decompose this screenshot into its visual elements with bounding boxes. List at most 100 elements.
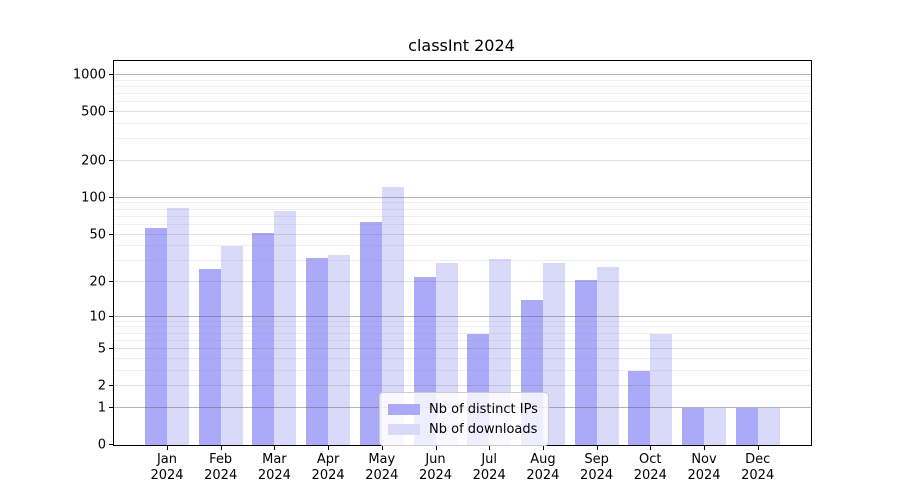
y-tick-mark — [109, 315, 113, 317]
x-tick-mark — [381, 446, 383, 450]
x-tick-label: Jul 2024 — [473, 452, 506, 484]
gridline — [114, 339, 811, 341]
y-tick-label: 200 — [81, 153, 106, 169]
x-tick-month: Apr — [316, 452, 340, 467]
gridline — [114, 93, 811, 95]
y-tick-mark — [109, 385, 113, 387]
gridline — [114, 123, 811, 124]
bar-downloads-feb — [220, 246, 243, 445]
y-tick-mark — [109, 444, 113, 445]
x-tick-label: Nov 2024 — [687, 452, 720, 484]
y-tick-mark — [109, 281, 113, 282]
x-tick-label: Sep 2024 — [580, 452, 613, 484]
x-tick-month: Dec — [745, 452, 771, 467]
y-tick-label: 20 — [89, 274, 106, 290]
y-tick-mark — [109, 160, 113, 161]
x-tick-mark — [596, 446, 598, 450]
x-tick-year: 2024 — [687, 468, 721, 483]
y-tick-mark — [109, 196, 113, 198]
x-tick-year: 2024 — [204, 468, 238, 483]
gridline — [114, 320, 811, 322]
gridline — [114, 332, 811, 334]
bar-downloads-jan — [167, 207, 189, 445]
x-tick-month: Feb — [209, 452, 233, 467]
y-tick-mark — [109, 348, 113, 350]
gridline — [114, 326, 811, 328]
bar-ips-mar — [252, 233, 275, 445]
y-tick-mark — [109, 111, 113, 113]
gridline — [114, 385, 811, 387]
gridline — [114, 369, 811, 371]
x-tick-year: 2024 — [633, 468, 667, 483]
y-tick-mark — [109, 74, 113, 75]
y-tick-label: 50 — [89, 227, 106, 242]
y-tick-mark — [109, 233, 113, 235]
bar-ips-may — [359, 221, 382, 445]
y-tick-label: 1 — [97, 400, 106, 416]
x-tick-label: Aug 2024 — [526, 452, 559, 484]
x-tick-label: May 2024 — [365, 452, 398, 484]
x-tick-month: Aug — [530, 452, 556, 467]
bar-downloads-may — [381, 187, 404, 445]
y-tick-label: 5 — [97, 341, 106, 357]
gridline — [114, 215, 811, 217]
chart-title: classInt 2024 — [408, 36, 515, 55]
gridline — [114, 233, 811, 235]
grid-layer — [114, 61, 811, 445]
x-tick-mark — [704, 446, 705, 450]
x-tick-year: 2024 — [257, 468, 291, 483]
x-tick-mark — [274, 446, 276, 450]
x-tick-year: 2024 — [150, 468, 184, 483]
x-tick-month: Jun — [425, 452, 446, 467]
bar-downloads-sep — [596, 266, 619, 445]
x-tick-month: Jan — [156, 452, 178, 467]
x-tick-mark — [757, 446, 759, 450]
x-tick-month: Nov — [691, 452, 717, 467]
y-tick-mark — [109, 406, 113, 408]
bar-ips-jan — [145, 227, 167, 445]
legend-swatch — [388, 403, 420, 415]
gridline — [114, 138, 811, 140]
x-tick-month: Jul — [481, 452, 498, 467]
legend-label: Nb of downloads — [429, 421, 538, 437]
gridline — [114, 245, 811, 247]
x-tick-mark — [650, 446, 652, 450]
x-tick-year: 2024 — [418, 468, 453, 483]
y-tick-label: 0 — [97, 437, 106, 453]
legend-item: Nb of downloads — [388, 419, 538, 439]
x-tick-year: 2024 — [365, 468, 399, 483]
x-tick-mark — [220, 446, 222, 450]
x-tick-label: Mar 2024 — [258, 452, 291, 484]
x-tick-month: Oct — [639, 452, 662, 467]
x-tick-mark — [167, 446, 168, 450]
x-tick-month: Sep — [584, 452, 609, 467]
bar-ips-nov — [682, 407, 704, 445]
gridline — [114, 160, 811, 161]
x-tick-mark — [435, 446, 437, 450]
y-tick-label: 100 — [81, 190, 106, 206]
gridline — [114, 260, 811, 262]
y-tick-label: 500 — [81, 104, 106, 120]
bar-downloads-dec — [757, 407, 780, 445]
gridline — [114, 281, 811, 282]
x-tick-mark — [328, 446, 330, 450]
legend-label: Nb of distinct IPs — [429, 401, 538, 417]
gridline — [114, 348, 811, 350]
bar-downloads-apr — [328, 254, 351, 445]
x-tick-month: Mar — [262, 452, 287, 467]
x-tick-label: Feb 2024 — [204, 452, 237, 484]
y-tick-label: 2 — [97, 378, 106, 394]
bar-downloads-nov — [704, 407, 726, 445]
x-tick-label: Dec 2024 — [741, 452, 774, 484]
gridline — [114, 74, 811, 75]
bar-ips-oct — [628, 370, 651, 445]
bar-downloads-oct — [650, 333, 673, 445]
bar-ips-apr — [306, 257, 329, 445]
bar-ips-dec — [735, 407, 758, 445]
x-tick-label: Oct 2024 — [634, 452, 667, 484]
x-tick-year: 2024 — [741, 468, 775, 483]
bar-ips-sep — [574, 279, 597, 445]
legend-swatch — [388, 423, 420, 435]
gridline — [114, 202, 811, 204]
